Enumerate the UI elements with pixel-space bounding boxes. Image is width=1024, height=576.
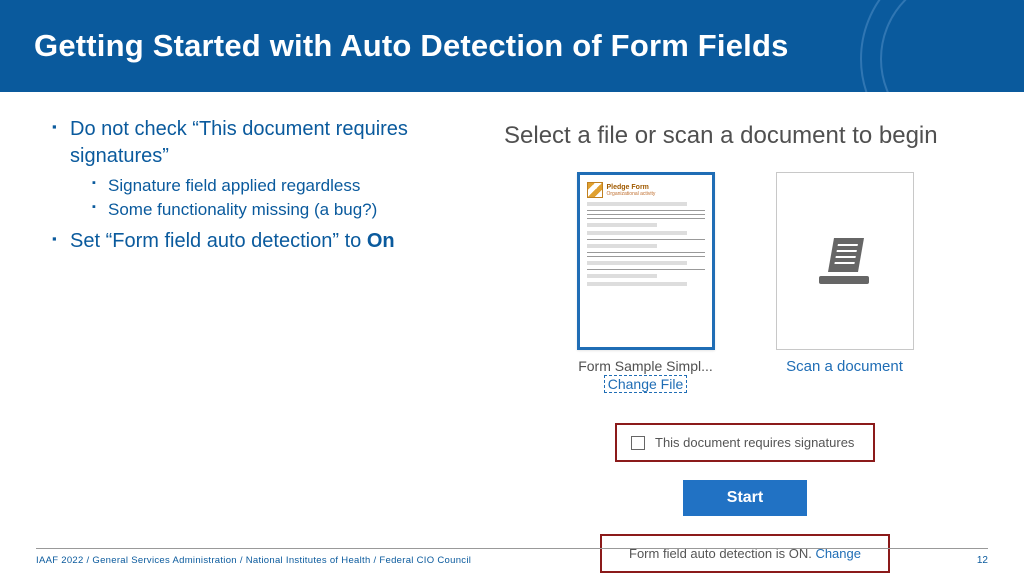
scan-card-label: Scan a document [786,358,903,375]
panel-title: Select a file or scan a document to begi… [500,116,990,172]
bullet-1-text: Do not check “This document requires sig… [70,118,408,167]
card-row: Pledge Form Organizational activity Form… [500,172,990,393]
signatures-label: This document requires signatures [655,435,854,450]
bullet-column: Do not check “This document requires sig… [52,116,492,540]
bullet-2-bold: On [367,230,395,252]
bullet-1: Do not check “This document requires sig… [52,116,492,222]
seal-decoration [860,0,1024,92]
slide-footer: IAAF 2022 / General Services Administrat… [36,548,988,566]
footer-text: IAAF 2022 / General Services Administrat… [36,555,471,566]
thumb-subtitle: Organizational activity [607,191,656,197]
app-panel: Select a file or scan a document to begi… [500,116,990,540]
title-header: Getting Started with Auto Detection of F… [0,0,1024,92]
page-title: Getting Started with Auto Detection of F… [34,28,789,64]
screenshot-column: Select a file or scan a document to begi… [500,116,990,540]
document-thumbnail[interactable]: Pledge Form Organizational activity [577,172,715,350]
bullet-2: Set “Form field auto detection” to On [52,228,492,255]
scan-card[interactable]: Scan a document [762,172,927,393]
page-number: 12 [977,555,988,566]
bullet-list: Do not check “This document requires sig… [52,116,492,255]
start-button[interactable]: Start [683,480,807,516]
thumb-logo-icon [587,182,603,198]
thumb-title: Pledge Form [607,184,656,191]
file-card[interactable]: Pledge Form Organizational activity Form… [563,172,728,393]
scan-box[interactable] [776,172,914,350]
change-file-link[interactable]: Change File [604,375,688,393]
sub-bullet-1: Signature field applied regardless [92,174,492,198]
signatures-checkbox[interactable] [631,436,645,450]
sub-bullet-list: Signature field applied regardless Some … [70,174,492,222]
bullet-2-text: Set “Form field auto detection” to [70,230,367,252]
slide-body: Do not check “This document requires sig… [0,92,1024,540]
signatures-callout: This document requires signatures [615,423,875,462]
sub-bullet-2: Some functionality missing (a bug?) [92,198,492,222]
scanner-icon [817,238,873,284]
file-card-label: Form Sample Simpl... [578,358,713,374]
